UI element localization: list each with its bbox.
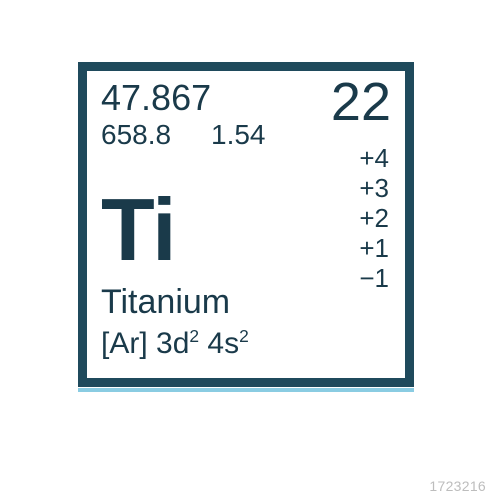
secondary-value-b: 1.54 <box>211 119 266 151</box>
config-sup2: 2 <box>239 326 249 346</box>
oxidation-state: +2 <box>359 203 389 234</box>
oxidation-state: +1 <box>359 233 389 264</box>
atomic-mass: 47.867 <box>101 77 211 119</box>
config-mid: 4s <box>199 327 239 360</box>
oxidation-state: +3 <box>359 173 389 204</box>
element-tile: 47.867 658.8 1.54 22 +4 +3 +2 +1 −1 Ti T… <box>78 62 414 387</box>
config-prefix: [Ar] 3d <box>101 327 189 360</box>
watermark: 1723216 <box>429 478 486 494</box>
oxidation-state: +4 <box>359 143 389 174</box>
canvas: 47.867 658.8 1.54 22 +4 +3 +2 +1 −1 Ti T… <box>0 0 500 500</box>
atomic-number: 22 <box>331 71 391 133</box>
config-sup1: 2 <box>189 326 199 346</box>
electron-configuration: [Ar] 3d2 4s2 <box>101 327 249 361</box>
element-symbol: Ti <box>101 179 176 281</box>
element-name: Titanium <box>101 283 230 322</box>
oxidation-state: −1 <box>359 263 389 294</box>
reflection-accent <box>78 388 414 392</box>
secondary-value-a: 658.8 <box>101 119 171 151</box>
